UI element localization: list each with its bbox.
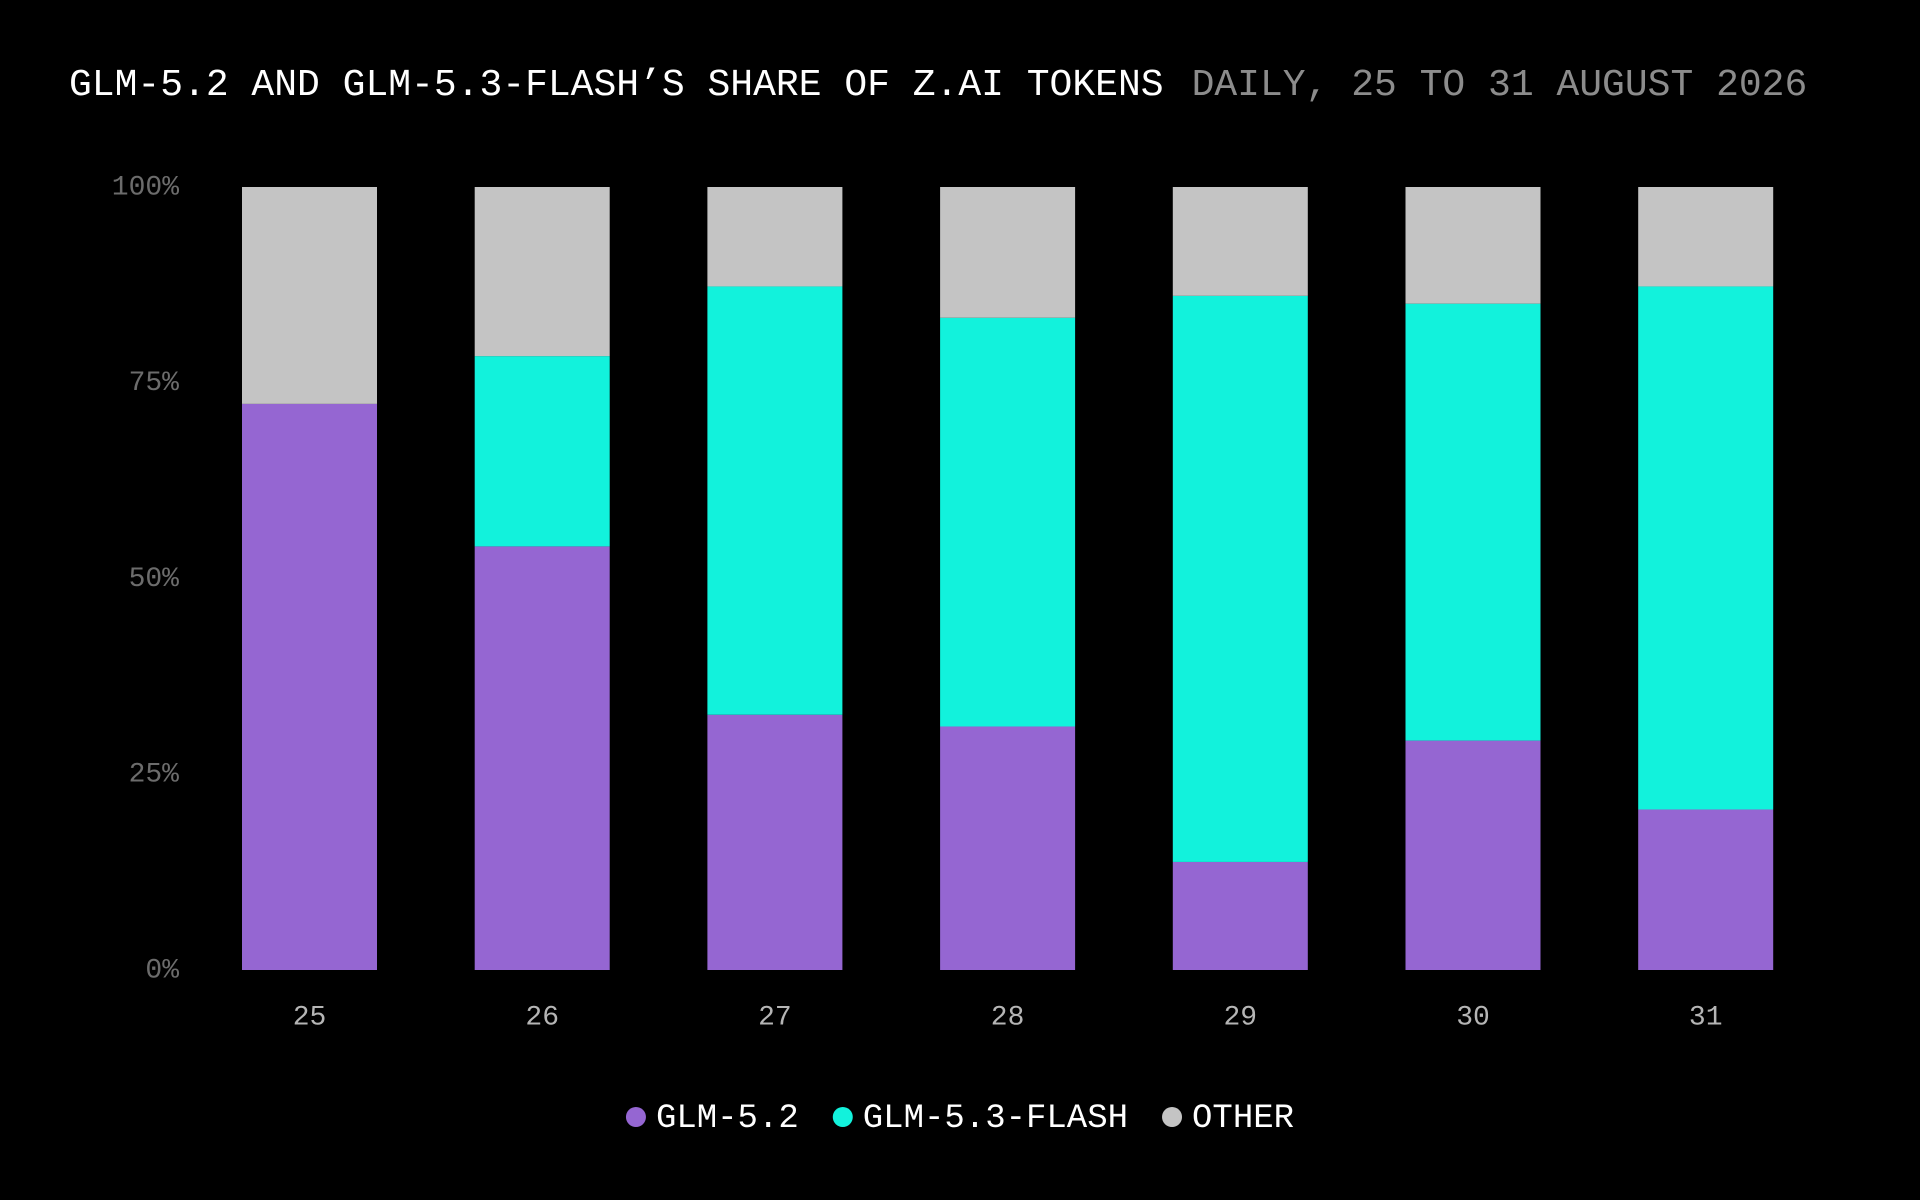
bar-segment <box>1638 187 1774 287</box>
x-tick-label: 29 <box>1223 1002 1257 1033</box>
bar-segment <box>707 187 843 287</box>
bar-segment <box>1172 861 1308 970</box>
bar-segment <box>1172 187 1308 296</box>
bar-segment <box>1405 740 1541 970</box>
bar-segment <box>474 356 610 547</box>
y-tick-label: 75% <box>129 368 180 399</box>
bar-segment <box>940 726 1076 970</box>
bar-segment <box>474 546 610 970</box>
bar-segment <box>474 187 610 357</box>
x-tick-label: 31 <box>1689 1002 1723 1033</box>
x-tick-label: 26 <box>525 1002 559 1033</box>
x-tick-label: 27 <box>758 1002 792 1033</box>
bar-segment <box>1638 809 1774 970</box>
bar-segment <box>707 286 843 715</box>
legend-marker <box>832 1107 853 1127</box>
bar-segment <box>940 317 1076 727</box>
legend-marker <box>1162 1107 1183 1127</box>
bar-segment <box>1638 286 1774 810</box>
x-tick-label: 25 <box>293 1002 327 1033</box>
y-tick-label: 100% <box>112 172 179 203</box>
legend-label: OTHER <box>1192 1100 1294 1138</box>
bar-segment <box>1172 295 1308 862</box>
y-tick-label: 25% <box>129 760 180 791</box>
x-tick-label: 28 <box>991 1002 1025 1033</box>
bar-segment <box>242 187 377 404</box>
bar-segment <box>242 403 377 970</box>
chart-subtitle: DAILY, 25 TO 31 AUGUST 2026 <box>1192 64 1808 107</box>
legend-marker <box>625 1107 646 1127</box>
bar-segment <box>1405 187 1541 304</box>
legend-item: OTHER <box>1162 1100 1294 1138</box>
legend-item: GLM-5.2 <box>625 1100 799 1138</box>
legend-item: GLM-5.3-FLASH <box>832 1100 1128 1138</box>
legend-label: GLM-5.2 <box>656 1100 799 1138</box>
bar-segment <box>1405 303 1541 741</box>
bar-segment <box>707 714 843 970</box>
legend: GLM-5.2 GLM-5.3-FLASH OTHER <box>625 1100 1294 1138</box>
y-tick-label: 50% <box>129 564 180 595</box>
x-tick-label: 30 <box>1456 1002 1490 1033</box>
chart-title: GLM-5.2 AND GLM-5.3-FLASH’S SHARE OF Z.A… <box>69 64 1164 107</box>
legend-label: GLM-5.3-FLASH <box>863 1100 1128 1138</box>
bar-segment <box>940 187 1076 318</box>
chart-heading: GLM-5.2 AND GLM-5.3-FLASH’S SHARE OF Z.A… <box>69 64 1807 107</box>
y-tick-label: 0% <box>145 955 179 986</box>
